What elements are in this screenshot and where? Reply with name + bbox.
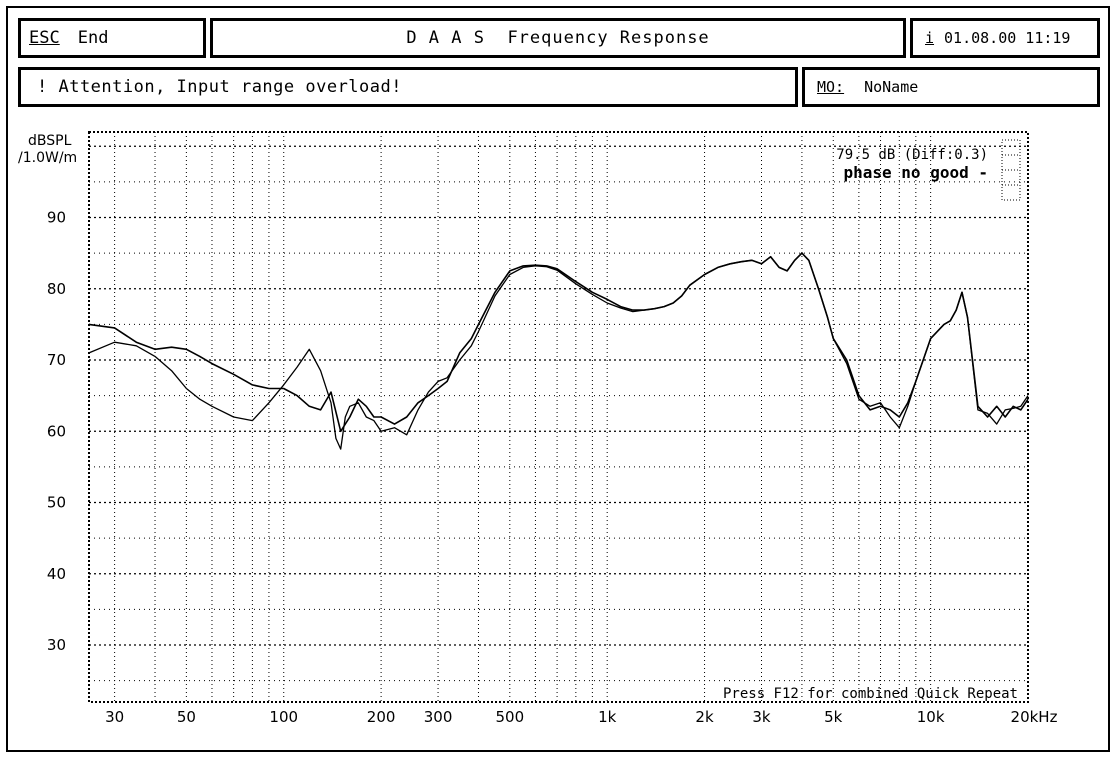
x-tick-label: 30: [105, 708, 124, 726]
status-message-box: ! Attention, Input range overload!: [18, 67, 798, 107]
attention-message: ! Attention, Input range overload!: [37, 77, 402, 97]
x-tick-label: 200: [367, 708, 396, 726]
chart-labels: dBSPL /1.0W/m 79.5 dB (Diff:0.3) phase n…: [18, 133, 1058, 726]
x-tick-label: 10k: [917, 708, 945, 726]
y-axis-label-reference: /1.0W/m: [18, 150, 77, 166]
mo-label[interactable]: MO:: [817, 78, 845, 96]
x-tick-label: 20kHz: [1011, 708, 1058, 726]
footer-hint: Press F12 for combined Quick Repeat: [723, 686, 1018, 702]
y-tick-label: 90: [47, 209, 66, 227]
y-tick-label: 30: [47, 636, 66, 654]
x-tick-label: 2k: [695, 708, 714, 726]
mo-value: NoName: [864, 78, 919, 96]
y-axis-label-unit: dBSPL: [28, 133, 72, 149]
x-tick-label: 300: [424, 708, 453, 726]
measurement-object-box: MO: NoName: [802, 67, 1100, 107]
chart-series-group: [88, 252, 1029, 450]
x-tick-label: 100: [269, 708, 298, 726]
menu-box: ESC End: [18, 18, 206, 58]
series-line-1: [88, 252, 1029, 433]
y-tick-label: 60: [47, 422, 66, 440]
info-icon[interactable]: i: [925, 29, 935, 47]
y-tick-label: 40: [47, 565, 66, 583]
phase-status-annotation: phase no good -: [844, 163, 989, 182]
y-tick-label: 50: [47, 494, 66, 512]
chart-grid: [89, 132, 1028, 702]
level-annotation: 79.5 dB (Diff:0.3): [836, 147, 988, 163]
x-tick-label: 3k: [752, 708, 771, 726]
y-tick-label: 70: [47, 351, 66, 369]
title-bar: D A A S Frequency Response: [210, 18, 906, 58]
esc-key-label[interactable]: ESC: [29, 28, 60, 48]
x-tick-label: 1k: [598, 708, 617, 726]
datetime-text: 01.08.00 11:19: [944, 29, 1071, 47]
y-tick-label: 80: [47, 280, 66, 298]
side-indicator-marks: [1001, 139, 1021, 201]
window-frame: [6, 6, 1110, 752]
x-tick-label: 500: [495, 708, 524, 726]
plot-area-border: [88, 131, 1029, 703]
end-button[interactable]: End: [77, 28, 109, 48]
page-title: D A A S Frequency Response: [406, 28, 710, 48]
series-line-2: [88, 252, 1029, 450]
x-tick-label: 50: [177, 708, 196, 726]
datetime-box: i 01.08.00 11:19: [910, 18, 1100, 58]
x-tick-label: 5k: [824, 708, 843, 726]
